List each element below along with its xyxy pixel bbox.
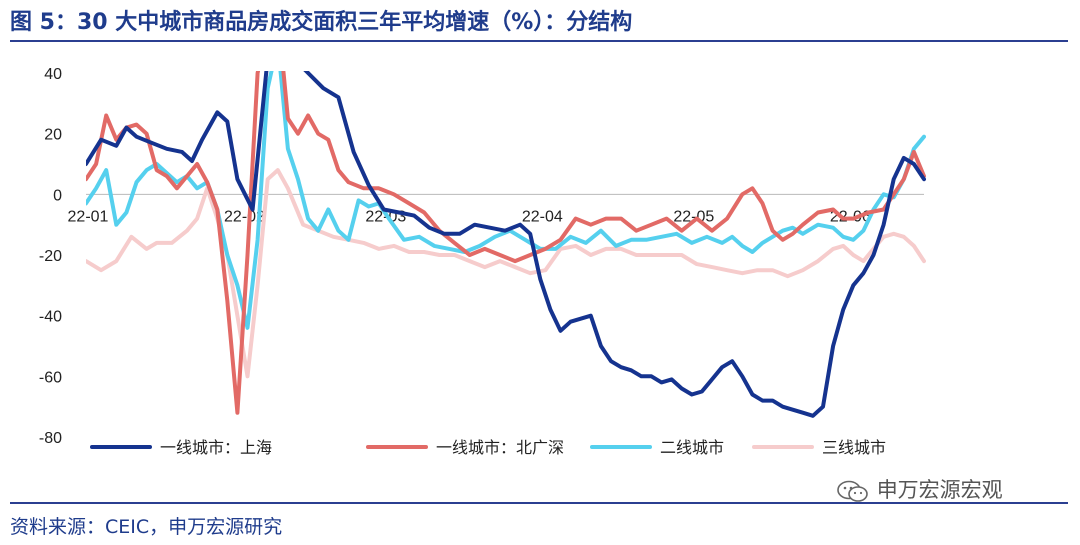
chart-title: 图 5：30 大中城市商品房成交面积三年平均增速（%）：分结构 bbox=[10, 10, 633, 35]
x-tick-label: 22-05 bbox=[673, 208, 714, 225]
series-line-3 bbox=[86, 71, 926, 330]
series-line-1 bbox=[86, 71, 926, 418]
y-tick-label: 0 bbox=[53, 187, 62, 204]
y-tick-label: -80 bbox=[39, 430, 62, 447]
footer-divider bbox=[10, 502, 1068, 504]
title-divider bbox=[10, 40, 1068, 42]
x-tick-label: 22-01 bbox=[68, 208, 109, 225]
y-tick-label: 40 bbox=[44, 66, 62, 83]
legend-label: 三线城市 bbox=[822, 438, 886, 457]
series-line-4 bbox=[86, 168, 926, 379]
legend-label: 一线城市：北广深 bbox=[436, 438, 564, 457]
x-tick-label: 22-02 bbox=[224, 208, 265, 225]
source-note: 资料来源：CEIC，申万宏源研究 bbox=[10, 516, 283, 538]
wechat-icon bbox=[837, 480, 868, 502]
y-tick-label: -40 bbox=[39, 309, 62, 326]
legend-label: 一线城市：上海 bbox=[160, 438, 272, 457]
series-line-2 bbox=[86, 71, 926, 415]
legend-label: 二线城市 bbox=[660, 438, 724, 457]
x-tick-label: 22-04 bbox=[522, 208, 563, 225]
chart-series bbox=[86, 71, 926, 418]
y-tick-label: 20 bbox=[44, 127, 62, 144]
chart-legend: 一线城市：上海 一线城市：北广深 二线城市 三线城市 bbox=[90, 438, 886, 457]
y-tick-label: -20 bbox=[39, 248, 62, 265]
y-tick-label: -60 bbox=[39, 369, 62, 386]
watermark: 申万宏源宏观 bbox=[836, 474, 1003, 504]
watermark-text: 申万宏源宏观 bbox=[876, 478, 1003, 502]
